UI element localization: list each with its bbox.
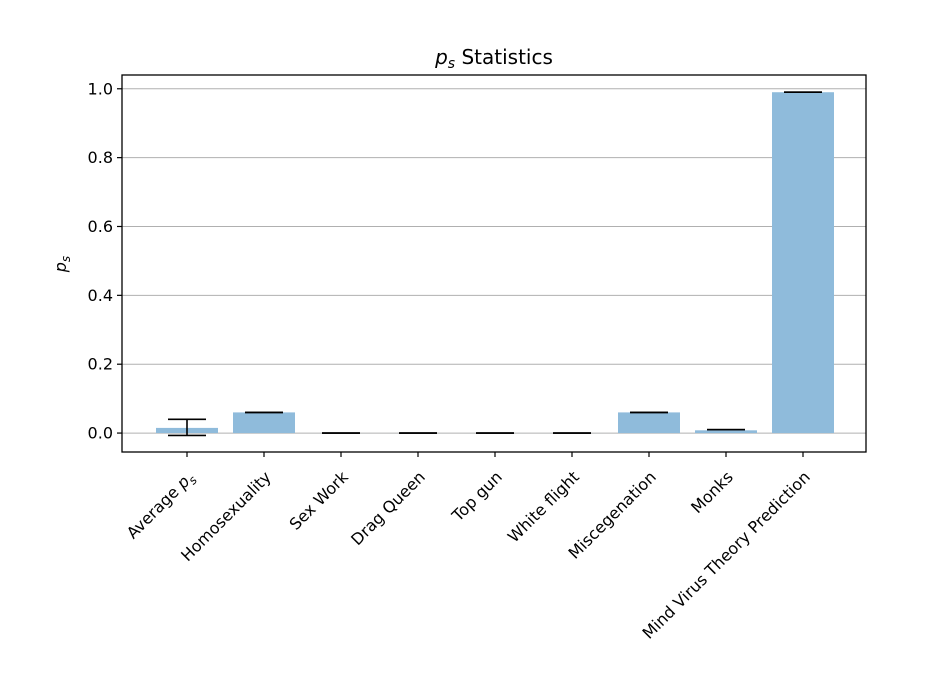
plot-frame [121,74,867,453]
y-axis-label: ps [51,256,73,273]
bars-layer [156,92,834,434]
y-tick-label: 0.6 [88,217,113,236]
x-tick-label: Monks [687,467,737,517]
x-tick-label: Mind Virus Theory Prediction [638,467,813,642]
bar [618,412,680,434]
y-axis: 0.0 0.2 0.4 0.6 0.8 1.0 [88,79,122,443]
y-tick-label: 0.4 [88,286,113,305]
x-tick-label: Sex Work [286,467,353,534]
error-bars-layer [168,91,822,437]
x-tick-label: White flight [504,467,583,546]
bar [695,430,757,434]
y-tick-label: 0.8 [88,148,113,167]
bar [233,412,295,434]
x-tick-label: Average ps [123,467,200,544]
y-tick-label: 1.0 [88,79,113,98]
x-tick-label: Drag Queen [347,467,429,549]
y-tick-label: 0.2 [88,355,113,374]
y-tick-label: 0.0 [88,424,113,443]
bar [772,92,834,434]
x-tick-label: Top gun [447,467,505,525]
grid-layer [122,88,866,434]
chart-title: ps Statistics [434,45,553,72]
